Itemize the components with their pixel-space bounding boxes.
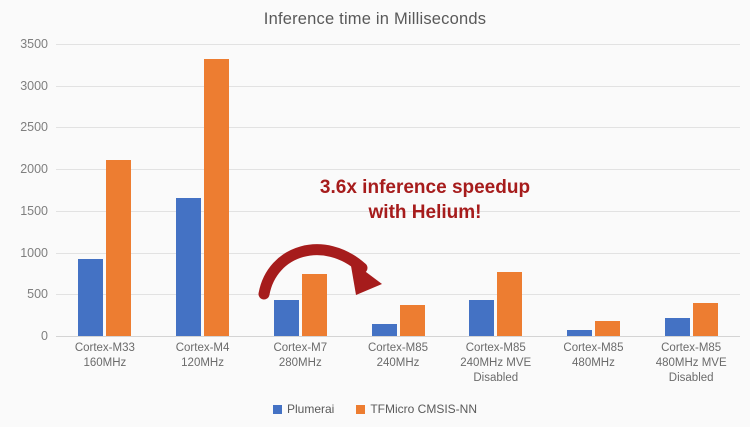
y-axis-tick-label: 500 <box>27 287 48 302</box>
x-axis-tick-line: Cortex-M85 <box>661 342 722 354</box>
gridline <box>56 210 740 212</box>
bar-group <box>349 44 447 336</box>
x-axis-tick-line: Disabled <box>668 372 714 384</box>
bar-tfmicro[interactable] <box>106 159 132 336</box>
plot-area <box>56 44 740 337</box>
gridline <box>56 336 740 337</box>
y-axis-tick-label: 2000 <box>20 162 48 177</box>
bar-plumerai[interactable] <box>176 198 202 336</box>
bar-group <box>447 44 545 336</box>
y-axis-tick-label: 0 <box>41 329 48 343</box>
gridline <box>56 294 740 296</box>
legend-item[interactable]: TFMicro CMSIS-NN <box>356 402 477 416</box>
legend: Plumerai TFMicro CMSIS-NN <box>0 402 750 416</box>
bar-tfmicro[interactable] <box>204 59 230 336</box>
x-axis-tick-label: Cortex-M4 120MHz <box>154 341 252 386</box>
x-axis-tick-line: 240MHz MVE <box>460 357 532 369</box>
legend-item[interactable]: Plumerai <box>272 402 335 416</box>
bar-group <box>545 44 643 336</box>
bar-tfmicro[interactable] <box>594 320 620 336</box>
gridline <box>56 127 740 129</box>
page-title: Inference time in Milliseconds <box>263 10 487 28</box>
bar-group <box>154 44 252 336</box>
bar-plumerai[interactable] <box>469 300 495 336</box>
bar-plumerai[interactable] <box>371 324 397 336</box>
x-axis-tick-label: Cortex-M85 240MHz <box>349 341 447 386</box>
gridline <box>56 85 740 87</box>
x-axis-tick-label: Cortex-M85 240MHz MVE Disabled <box>447 341 545 386</box>
x-axis-tick-line: Cortex-M85 <box>563 342 624 354</box>
x-axis-tick-line: Cortex-M7 <box>273 342 328 354</box>
speedup-callout-line1: 3.6x inference speedup <box>319 177 531 198</box>
y-axis-tick-label: 3000 <box>20 78 48 93</box>
x-axis-tick-line: 160MHz <box>83 357 127 369</box>
x-axis-tick-line: Cortex-M4 <box>175 342 230 354</box>
gridline <box>56 252 740 254</box>
x-axis-tick-line: 240MHz <box>376 357 420 369</box>
x-axis-tick-line: 120MHz <box>181 357 224 369</box>
bar-group <box>642 44 740 336</box>
x-axis-tick-label: Cortex-M7 280MHz <box>251 341 349 386</box>
bar-plumerai[interactable] <box>664 318 690 336</box>
x-axis-tick-line: 480MHz MVE <box>655 357 727 369</box>
bar-plumerai[interactable] <box>566 330 592 336</box>
speedup-callout: 3.6x inference speedup with Helium! <box>300 175 550 225</box>
bar-tfmicro[interactable] <box>399 305 425 336</box>
gridline <box>56 44 740 45</box>
speedup-callout-line2: with Helium! <box>368 202 482 223</box>
gridline <box>56 169 740 171</box>
x-axis-tick-label: Cortex-M33 160MHz <box>56 341 154 386</box>
bar-plumerai[interactable] <box>273 300 299 336</box>
x-axis-tick-line: 480MHz <box>572 357 615 369</box>
x-axis-tick-line: Cortex-M85 <box>465 342 526 354</box>
bar-tfmicro[interactable] <box>497 271 523 336</box>
legend-label: Plumerai <box>286 402 335 416</box>
bar-tfmicro[interactable] <box>301 273 327 336</box>
bar-plumerai[interactable] <box>78 259 104 336</box>
y-axis-tick-label: 1500 <box>20 203 48 218</box>
legend-swatch-icon <box>356 404 366 414</box>
bar-tfmicro[interactable] <box>692 303 718 336</box>
x-axis-tick-label: Cortex-M85 480MHz <box>545 341 643 386</box>
x-axis-tick-line: Disabled <box>473 372 519 384</box>
bar-groups <box>56 44 740 336</box>
y-axis-tick-label: 3500 <box>20 37 48 51</box>
x-axis: Cortex-M33 160MHz Cortex-M4 120MHz Cortex-M7… <box>56 341 740 386</box>
y-axis-tick-label: 1000 <box>20 245 48 260</box>
x-axis-tick-line: 280MHz <box>278 357 322 369</box>
legend-swatch-icon <box>272 404 282 414</box>
x-axis-tick-line: Cortex-M85 <box>367 342 429 354</box>
bar-group <box>56 44 154 336</box>
x-axis-tick-line: Cortex-M33 <box>74 342 135 354</box>
legend-label: TFMicro CMSIS-NN <box>370 402 478 416</box>
y-axis-tick-label: 2500 <box>20 120 48 135</box>
x-axis-tick-label: Cortex-M85 480MHz MVE Disabled <box>642 341 740 386</box>
